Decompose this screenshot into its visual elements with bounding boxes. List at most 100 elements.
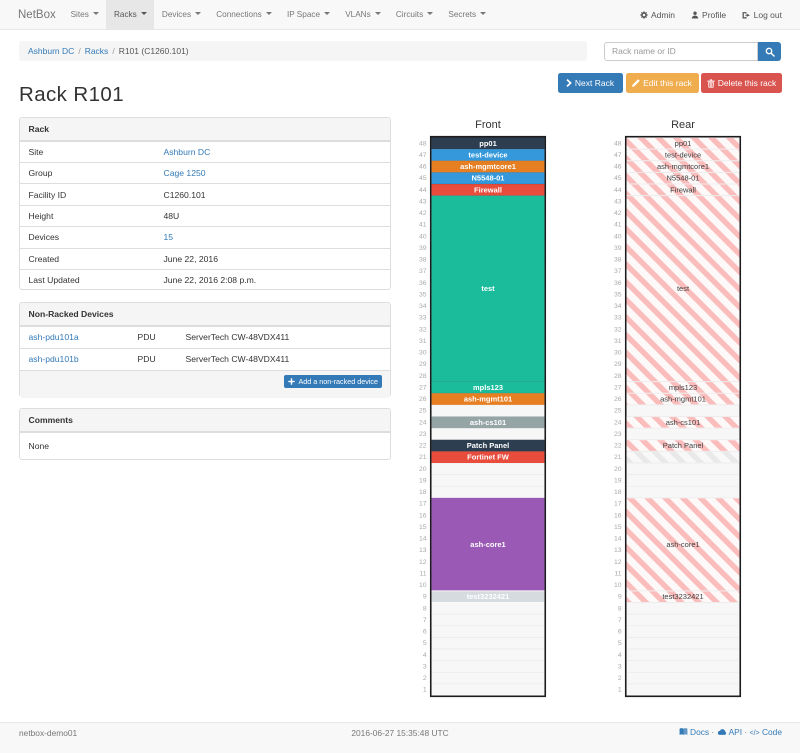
- svg-text:47: 47: [614, 152, 622, 159]
- svg-text:16: 16: [614, 512, 622, 519]
- svg-text:13: 13: [419, 547, 427, 554]
- svg-text:1: 1: [618, 687, 622, 694]
- svg-text:mpls123: mpls123: [669, 383, 697, 392]
- svg-text:46: 46: [419, 164, 427, 171]
- svg-text:35: 35: [614, 291, 622, 298]
- svg-text:16: 16: [419, 512, 427, 519]
- svg-text:34: 34: [419, 303, 427, 310]
- svg-text:7: 7: [618, 617, 622, 624]
- svg-text:39: 39: [614, 245, 622, 252]
- svg-text:21: 21: [614, 454, 622, 461]
- svg-text:pp01: pp01: [675, 139, 692, 148]
- svg-text:2: 2: [423, 675, 427, 682]
- svg-text:31: 31: [419, 338, 427, 345]
- svg-text:Patch Panel: Patch Panel: [663, 441, 704, 450]
- svg-text:18: 18: [419, 489, 427, 496]
- svg-text:40: 40: [614, 233, 622, 240]
- svg-text:test3232421: test3232421: [662, 592, 703, 601]
- svg-text:43: 43: [614, 198, 622, 205]
- svg-text:Firewall: Firewall: [670, 185, 696, 194]
- svg-text:23: 23: [419, 431, 427, 438]
- svg-text:45: 45: [419, 175, 427, 182]
- svg-text:pp01: pp01: [479, 139, 497, 148]
- svg-text:38: 38: [419, 257, 427, 264]
- svg-text:42: 42: [419, 210, 427, 217]
- svg-text:36: 36: [419, 280, 427, 287]
- svg-text:9: 9: [618, 594, 622, 601]
- svg-text:ash-mgmtcore1: ash-mgmtcore1: [460, 162, 516, 171]
- svg-text:38: 38: [614, 257, 622, 264]
- svg-text:32: 32: [419, 326, 427, 333]
- svg-text:N5548-01: N5548-01: [667, 174, 700, 183]
- svg-text:test-device: test-device: [665, 150, 701, 159]
- svg-text:5: 5: [423, 640, 427, 647]
- svg-text:48: 48: [614, 140, 622, 147]
- svg-text:3: 3: [618, 663, 622, 670]
- svg-text:44: 44: [419, 187, 427, 194]
- svg-text:12: 12: [614, 559, 622, 566]
- svg-text:26: 26: [419, 396, 427, 403]
- svg-text:4: 4: [423, 652, 427, 659]
- svg-text:mpls123: mpls123: [473, 383, 503, 392]
- svg-text:test3232421: test3232421: [467, 592, 510, 601]
- svg-text:ash-core1: ash-core1: [470, 540, 505, 549]
- svg-text:4: 4: [618, 652, 622, 659]
- svg-text:Patch Panel: Patch Panel: [467, 441, 510, 450]
- svg-text:5: 5: [618, 640, 622, 647]
- svg-text:1: 1: [423, 687, 427, 694]
- svg-text:41: 41: [419, 222, 427, 229]
- svg-text:24: 24: [614, 419, 622, 426]
- svg-text:10: 10: [419, 582, 427, 589]
- svg-text:14: 14: [614, 536, 622, 543]
- svg-text:37: 37: [419, 268, 427, 275]
- svg-text:15: 15: [419, 524, 427, 531]
- svg-text:32: 32: [614, 326, 622, 333]
- svg-text:26: 26: [614, 396, 622, 403]
- svg-text:11: 11: [615, 570, 622, 577]
- svg-text:28: 28: [614, 373, 622, 380]
- svg-text:33: 33: [614, 315, 622, 322]
- svg-text:12: 12: [419, 559, 427, 566]
- svg-text:13: 13: [614, 547, 622, 554]
- svg-text:test: test: [677, 284, 690, 293]
- svg-text:21: 21: [419, 454, 427, 461]
- svg-text:6: 6: [618, 629, 622, 636]
- svg-text:31: 31: [614, 338, 622, 345]
- svg-text:39: 39: [419, 245, 427, 252]
- svg-text:43: 43: [419, 198, 427, 205]
- svg-text:25: 25: [614, 408, 622, 415]
- svg-text:30: 30: [614, 350, 622, 357]
- svg-text:3: 3: [423, 663, 427, 670]
- svg-text:18: 18: [614, 489, 622, 496]
- svg-text:17: 17: [419, 501, 427, 508]
- svg-text:27: 27: [419, 384, 427, 391]
- svg-text:ash-core1: ash-core1: [666, 540, 699, 549]
- svg-text:23: 23: [614, 431, 622, 438]
- svg-text:45: 45: [614, 175, 622, 182]
- svg-text:33: 33: [419, 315, 427, 322]
- svg-text:ash-mgmtcore1: ash-mgmtcore1: [657, 162, 709, 171]
- svg-text:48: 48: [419, 140, 427, 147]
- svg-text:47: 47: [419, 152, 427, 159]
- svg-text:8: 8: [423, 605, 427, 612]
- svg-text:40: 40: [419, 233, 427, 240]
- svg-text:15: 15: [614, 524, 622, 531]
- svg-text:17: 17: [614, 501, 622, 508]
- svg-text:19: 19: [419, 477, 427, 484]
- svg-text:34: 34: [614, 303, 622, 310]
- svg-text:24: 24: [419, 419, 427, 426]
- svg-text:35: 35: [419, 291, 427, 298]
- svg-text:20: 20: [419, 466, 427, 473]
- svg-text:ash-mgmt101: ash-mgmt101: [464, 395, 512, 404]
- svg-text:36: 36: [614, 280, 622, 287]
- svg-text:9: 9: [423, 594, 427, 601]
- svg-text:22: 22: [614, 443, 622, 450]
- svg-text:6: 6: [423, 629, 427, 636]
- svg-text:10: 10: [614, 582, 622, 589]
- svg-text:44: 44: [614, 187, 622, 194]
- svg-text:30: 30: [419, 350, 427, 357]
- svg-text:11: 11: [420, 570, 427, 577]
- svg-text:2: 2: [618, 675, 622, 682]
- svg-text:Firewall: Firewall: [474, 185, 502, 194]
- svg-text:29: 29: [419, 361, 427, 368]
